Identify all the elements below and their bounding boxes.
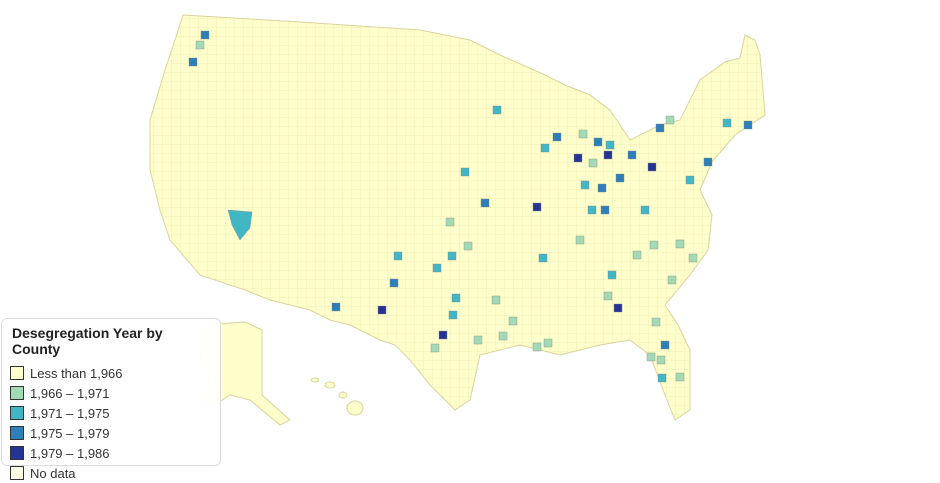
legend-label: 1,975 – 1,979 (30, 425, 110, 441)
county[interactable] (675, 372, 685, 382)
county[interactable] (508, 316, 518, 326)
county[interactable] (200, 30, 210, 40)
county[interactable] (552, 132, 562, 142)
us-county-map[interactable] (0, 0, 940, 469)
county[interactable] (540, 143, 550, 153)
county[interactable] (675, 239, 685, 249)
county[interactable] (227, 209, 253, 241)
county[interactable] (607, 270, 617, 280)
county[interactable] (657, 373, 667, 383)
contiguous-us (149, 14, 766, 421)
county[interactable] (448, 310, 458, 320)
county[interactable] (688, 253, 698, 263)
legend-item[interactable]: 1,966 – 1,971 (10, 383, 212, 403)
legend-item[interactable]: Less than 1,966 (10, 363, 212, 383)
legend-swatch (10, 466, 24, 480)
county[interactable] (655, 123, 665, 133)
county[interactable] (480, 198, 490, 208)
county[interactable] (195, 40, 205, 50)
county[interactable] (389, 278, 399, 288)
county[interactable] (651, 317, 661, 327)
county[interactable] (615, 173, 625, 183)
county[interactable] (656, 355, 666, 365)
county[interactable] (627, 150, 637, 160)
county[interactable] (605, 140, 615, 150)
legend: Desegregation Year by County Less than 1… (1, 318, 221, 481)
county-borders (150, 15, 765, 420)
county[interactable] (703, 157, 713, 167)
hawaii (310, 377, 364, 416)
county[interactable] (647, 162, 657, 172)
legend-label: 1,971 – 1,975 (30, 405, 110, 421)
county[interactable] (743, 120, 753, 130)
county[interactable] (447, 251, 457, 261)
county[interactable] (722, 118, 732, 128)
county[interactable] (532, 342, 542, 352)
county[interactable] (188, 57, 198, 67)
legend-title: Desegregation Year by County (12, 325, 163, 357)
county[interactable] (438, 330, 448, 340)
county[interactable] (597, 183, 607, 193)
legend-item[interactable]: 1,979 – 1,986 (10, 443, 212, 463)
county[interactable] (665, 115, 675, 125)
county[interactable] (492, 105, 502, 115)
county[interactable] (432, 263, 442, 273)
county[interactable] (498, 331, 508, 341)
county[interactable] (632, 250, 642, 260)
county[interactable] (649, 240, 659, 250)
county[interactable] (463, 241, 473, 251)
county[interactable] (580, 180, 590, 190)
legend-swatch (10, 426, 24, 440)
legend-label: 1,966 – 1,971 (30, 385, 110, 401)
county[interactable] (445, 217, 455, 227)
county[interactable] (667, 275, 677, 285)
legend-swatch (10, 366, 24, 380)
legend-item[interactable]: 1,975 – 1,979 (10, 423, 212, 443)
county[interactable] (600, 205, 610, 215)
legend-label: 1,979 – 1,986 (30, 445, 110, 461)
legend-swatch (10, 406, 24, 420)
legend-label: Less than 1,966 (30, 365, 123, 381)
county[interactable] (578, 129, 588, 139)
legend-label: No data (30, 465, 76, 481)
county[interactable] (640, 205, 650, 215)
county[interactable] (460, 167, 470, 177)
county[interactable] (613, 303, 623, 313)
county[interactable] (593, 137, 603, 147)
county[interactable] (685, 175, 695, 185)
county[interactable] (588, 158, 598, 168)
county[interactable] (331, 302, 341, 312)
county[interactable] (646, 352, 656, 362)
county[interactable] (532, 202, 542, 212)
legend-swatch (10, 446, 24, 460)
county[interactable] (660, 340, 670, 350)
county[interactable] (603, 291, 613, 301)
highlighted-counties (188, 30, 753, 383)
county[interactable] (587, 205, 597, 215)
legend-item[interactable]: No data (10, 463, 212, 483)
county[interactable] (430, 343, 440, 353)
county[interactable] (603, 150, 613, 160)
county[interactable] (393, 251, 403, 261)
legend-item[interactable]: 1,971 – 1,975 (10, 403, 212, 423)
county[interactable] (575, 235, 585, 245)
county[interactable] (451, 293, 461, 303)
county[interactable] (543, 338, 553, 348)
legend-swatch (10, 386, 24, 400)
county[interactable] (491, 295, 501, 305)
county[interactable] (377, 305, 387, 315)
county[interactable] (473, 335, 483, 345)
county[interactable] (573, 153, 583, 163)
county[interactable] (538, 253, 548, 263)
